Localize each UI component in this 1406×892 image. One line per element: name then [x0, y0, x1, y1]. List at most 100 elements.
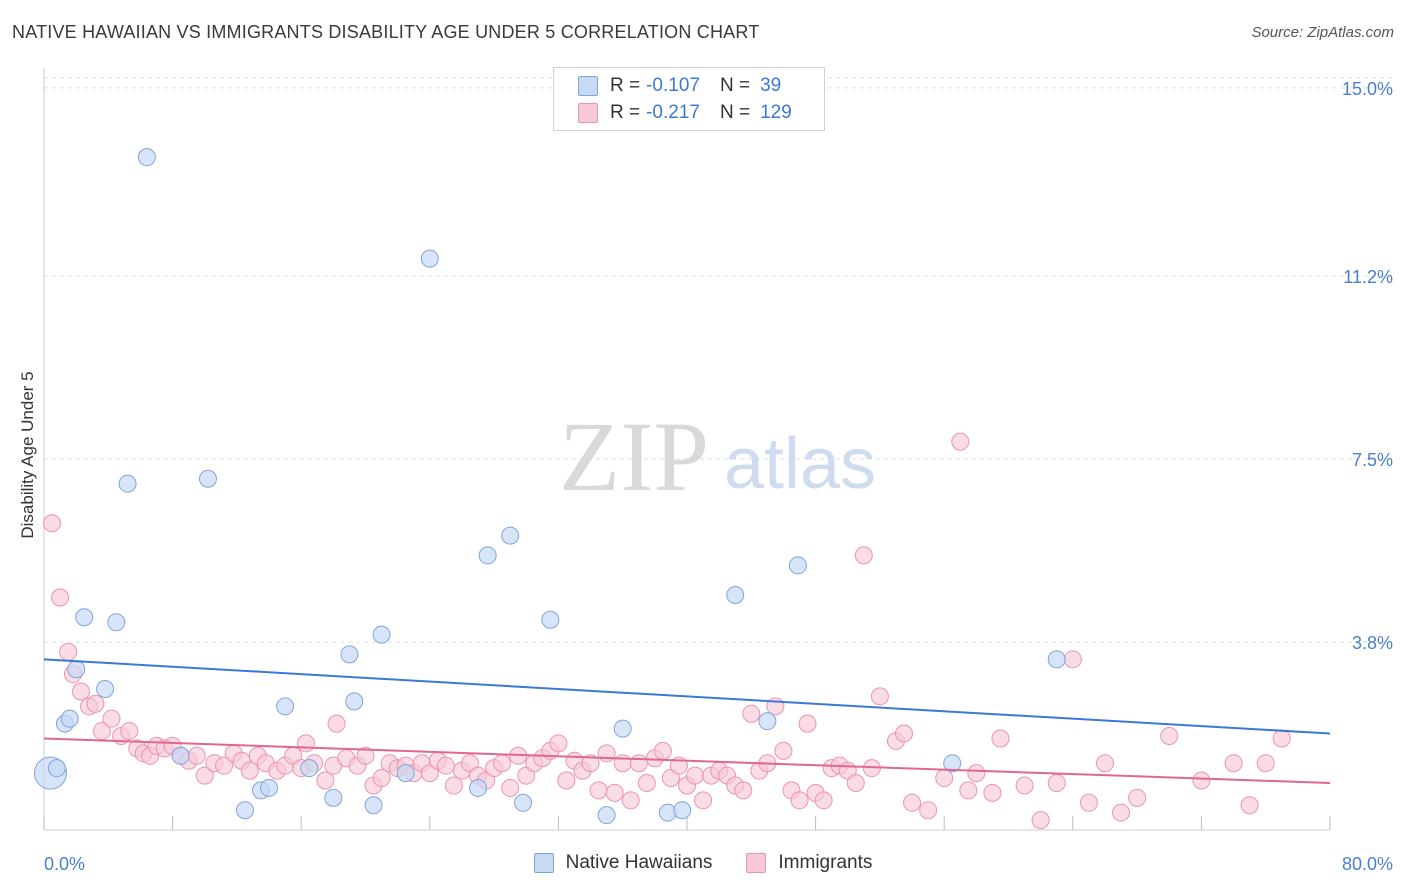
- immigrants-point: [903, 793, 922, 812]
- immigrants-point: [581, 754, 600, 773]
- legend-swatch-pink: [746, 853, 767, 873]
- immigrants-trend-line: [43, 737, 1331, 784]
- immigrants-point: [195, 766, 214, 785]
- native-hawaiians-point: [541, 610, 560, 629]
- immigrants-point: [120, 722, 139, 741]
- native-hawaiians-point: [96, 680, 115, 698]
- watermark-atlas: atlas: [724, 424, 876, 504]
- native-hawaiians-point: [943, 754, 962, 773]
- legend-r-label: R =: [610, 102, 641, 123]
- immigrants-point: [316, 771, 335, 790]
- native-hawaiians-trend-line: [43, 658, 1331, 735]
- immigrants-point: [1063, 650, 1082, 669]
- native-hawaiians-point: [260, 778, 279, 797]
- immigrants-point: [951, 432, 970, 451]
- immigrants-point: [959, 781, 978, 800]
- grid-lines: [44, 77, 1395, 643]
- immigrants-point: [870, 687, 889, 706]
- immigrants-point: [1160, 727, 1179, 745]
- legend-n-label: N =: [719, 75, 751, 96]
- watermark-zip: ZIP: [559, 401, 709, 512]
- legend-swatch-pink: [578, 103, 598, 123]
- native-hawaiians-point: [60, 709, 79, 728]
- immigrants-point: [694, 791, 713, 810]
- immigrants-point: [814, 791, 833, 810]
- native-hawaiians-point: [597, 806, 616, 825]
- x-tick-label: 80.0%: [1342, 854, 1393, 874]
- immigrants-point: [240, 761, 259, 780]
- native-hawaiians-point: [758, 712, 777, 731]
- immigrants-point: [51, 588, 70, 607]
- y-tick-label: 11.2%: [1343, 267, 1393, 287]
- immigrants-point: [86, 694, 105, 713]
- immigrants-point: [1095, 754, 1114, 773]
- immigrants-point: [297, 734, 316, 753]
- immigrants-point: [557, 771, 576, 790]
- immigrants-point: [774, 741, 793, 760]
- series-legend: Native Hawaiians Immigrants: [0, 852, 1406, 874]
- legend-item-immigrants[interactable]: Immigrants: [746, 852, 872, 874]
- immigrants-point: [686, 766, 705, 785]
- y-tick-label: 15.0%: [1342, 79, 1393, 99]
- native-hawaiians-point: [324, 788, 343, 807]
- legend-r-value: -0.217: [646, 102, 700, 123]
- native-hawaiians-point: [613, 719, 632, 738]
- native-hawaiians-point: [396, 764, 415, 783]
- native-hawaiians-point: [364, 796, 383, 815]
- legend-swatch-blue: [533, 853, 554, 873]
- source-credit: Source: ZipAtlas.com: [1251, 24, 1394, 41]
- immigrants-point: [501, 778, 520, 797]
- native-hawaiians-point: [673, 801, 692, 820]
- native-hawaiians-point: [107, 613, 126, 632]
- immigrants-point: [59, 642, 78, 661]
- immigrants-point: [1128, 788, 1147, 807]
- legend-item-native-hawaiians[interactable]: Native Hawaiians: [533, 852, 712, 874]
- immigrants-point: [895, 724, 914, 743]
- tick-labels: 3.8% 7.5% 11.2% 15.0% 0.0% 80.0%: [44, 79, 1393, 874]
- native-hawaiians-point: [340, 645, 359, 664]
- trend-lines: [43, 658, 1331, 784]
- legend-n-value: 39: [760, 75, 782, 96]
- legend-n-label: N =: [719, 102, 751, 123]
- watermark: ZIP atlas: [559, 401, 876, 512]
- immigrants-point: [613, 754, 632, 773]
- native-hawaiians-point: [469, 778, 488, 797]
- immigrants-point: [1256, 754, 1275, 773]
- native-hawaiians-point: [75, 608, 94, 627]
- immigrants-point: [1047, 774, 1066, 792]
- native-hawaiians-point: [372, 625, 391, 644]
- immigrants-point: [621, 791, 640, 810]
- native-hawaiians-point: [501, 526, 520, 545]
- native-hawaiians-point: [137, 148, 156, 167]
- immigrants-point: [102, 709, 121, 728]
- stats-legend: R = -0.107 N = 39 R = -0.217 N = 129: [553, 67, 825, 131]
- immigrants-point: [1272, 729, 1291, 748]
- immigrants-point: [1031, 811, 1050, 830]
- y-tick-label: 7.5%: [1352, 450, 1393, 470]
- native-hawaiians-point: [67, 660, 86, 679]
- native-hawaiians-point: [345, 692, 364, 711]
- immigrants-point: [935, 769, 954, 788]
- immigrants-point: [967, 764, 986, 783]
- immigrants-point: [734, 781, 753, 800]
- immigrants-point: [436, 756, 455, 775]
- legend-n-value: 129: [760, 102, 792, 123]
- native-hawaiians-point: [235, 801, 254, 820]
- x-tick-label: 0.0%: [44, 854, 85, 874]
- immigrants-point: [327, 714, 346, 733]
- immigrants-point: [372, 769, 391, 788]
- immigrants-point: [991, 729, 1010, 748]
- immigrants-point: [1015, 776, 1034, 795]
- immigrants-point: [1240, 796, 1259, 815]
- immigrants-point: [215, 756, 234, 775]
- native-hawaiians-point: [198, 469, 217, 488]
- native-hawaiians-point: [118, 474, 137, 493]
- immigrants-point: [71, 682, 90, 701]
- native-hawaiians-point: [1047, 650, 1066, 669]
- immigrants-point: [854, 546, 873, 565]
- legend-row-native-hawaiians: R = -0.107 N = 39: [578, 74, 781, 98]
- immigrants-point: [356, 746, 375, 765]
- immigrants-point: [43, 514, 62, 533]
- native-hawaiians-point: [478, 546, 497, 565]
- immigrants-point: [846, 774, 865, 792]
